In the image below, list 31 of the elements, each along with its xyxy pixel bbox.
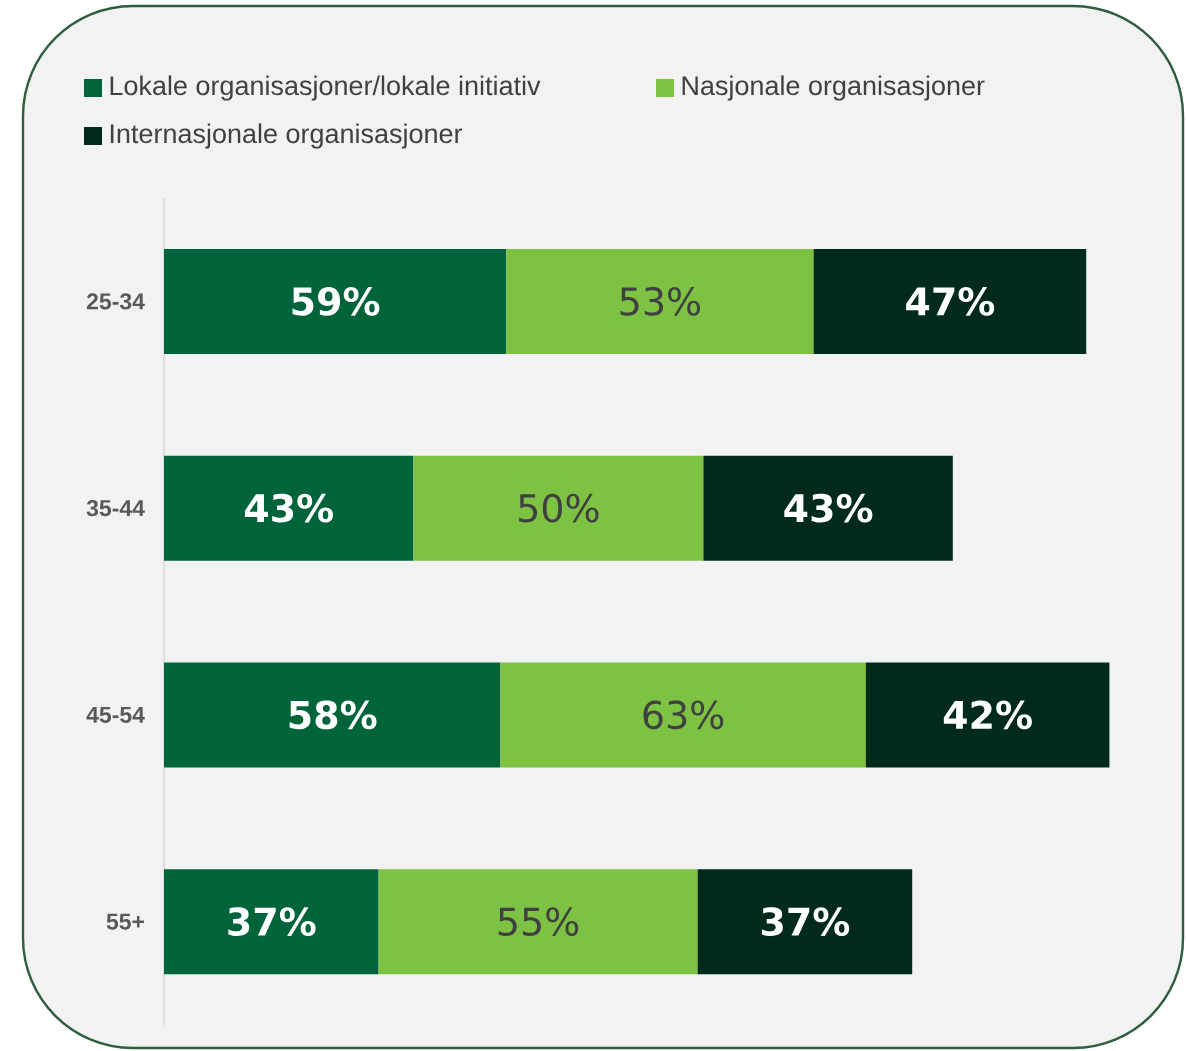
bar bbox=[697, 869, 913, 975]
data-label: 37% bbox=[761, 907, 850, 936]
legend-label: Internasjonale organisasjoner bbox=[110, 123, 463, 149]
bar bbox=[413, 455, 704, 561]
data-label: 37% bbox=[228, 907, 316, 936]
data-label: 43% bbox=[244, 493, 333, 523]
bar bbox=[865, 662, 1110, 768]
legend-label: Lokale organisasjoner/lokale initiativ bbox=[110, 75, 541, 101]
bar bbox=[703, 455, 953, 561]
data-label: 53% bbox=[620, 287, 701, 316]
bar bbox=[378, 869, 698, 975]
data-label: 42% bbox=[943, 700, 1032, 730]
bar bbox=[164, 455, 414, 561]
data-label: 63% bbox=[643, 700, 724, 730]
data-label: 59% bbox=[292, 287, 380, 316]
data-label: 55% bbox=[498, 907, 579, 936]
bar bbox=[164, 248, 507, 354]
data-label: 47% bbox=[906, 287, 995, 316]
bar bbox=[500, 662, 866, 768]
bar bbox=[164, 662, 501, 768]
data-label: 50% bbox=[519, 493, 599, 523]
data-label: 58% bbox=[289, 700, 377, 730]
data-label: 43% bbox=[784, 493, 873, 523]
y-tick-label: 25-34 bbox=[86, 293, 145, 310]
y-tick-label: 35-44 bbox=[86, 499, 145, 517]
bar bbox=[506, 248, 814, 354]
bar bbox=[164, 869, 379, 975]
y-tick-label: 55+ bbox=[106, 913, 144, 930]
bar bbox=[813, 248, 1087, 354]
y-tick-label: 45-54 bbox=[86, 706, 145, 723]
legend-label: Nasjonale organisasjoner bbox=[682, 75, 985, 101]
